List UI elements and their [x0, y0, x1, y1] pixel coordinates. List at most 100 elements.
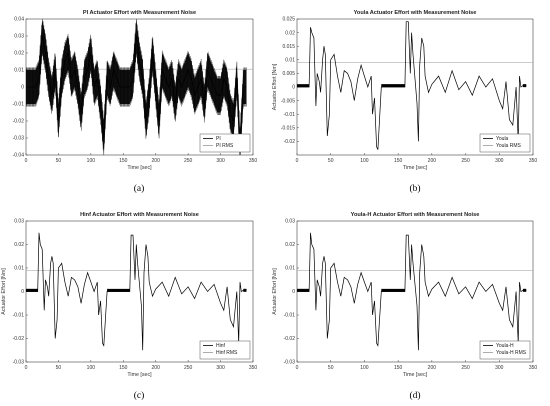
y-tick-label: 0: [292, 289, 295, 295]
x-tick-label: 200: [152, 365, 161, 371]
y-tick-label: -0.03: [13, 136, 25, 142]
chart-panel: Hinf Actuator Effort with Measurement No…: [1, 212, 257, 401]
x-tick-label: 50: [56, 158, 62, 164]
y-tick-label: 0.02: [285, 30, 295, 36]
y-axis-label: Actuator Effort [Nm]: [272, 268, 278, 315]
x-tick-label: 0: [296, 365, 299, 371]
x-tick-label: 150: [119, 158, 128, 164]
figure-caption: (a): [134, 183, 145, 194]
figure-caption: (d): [409, 390, 420, 401]
x-tick-label: 350: [249, 158, 258, 164]
y-axis-label: Actuator Effort [Nm]: [272, 63, 278, 110]
y-tick-label: -0.02: [284, 139, 296, 145]
y-tick-label: -0.01: [284, 313, 296, 319]
legend-label: PI: [216, 136, 221, 142]
figure-caption: (b): [409, 183, 420, 194]
y-tick-label: -0.02: [13, 119, 25, 125]
x-axis-label: Time [sec]: [403, 165, 428, 171]
x-tick-label: 0: [25, 365, 28, 371]
x-tick-label: 350: [529, 158, 538, 164]
x-tick-label: 250: [461, 365, 470, 371]
chart-title: PI Actuator Effort with Measurement Nois…: [83, 10, 196, 16]
y-tick-label: 0: [292, 85, 295, 91]
x-tick-label: 50: [328, 365, 334, 371]
y-tick-label: -0.02: [13, 336, 25, 342]
y-tick-label: -0.01: [13, 313, 25, 319]
x-tick-label: 300: [216, 365, 225, 371]
series-line: [297, 232, 527, 351]
data-layer: [26, 19, 253, 155]
x-axis-label: Time [sec]: [127, 372, 152, 378]
y-tick-label: 0: [21, 85, 24, 91]
x-tick-label: 250: [461, 158, 470, 164]
y-tick-label: -0.04: [13, 153, 25, 159]
plot-area: [296, 220, 534, 363]
x-tick-label: 200: [428, 365, 437, 371]
x-tick-label: 350: [249, 365, 258, 371]
y-tick-label: 0.02: [14, 51, 24, 57]
chart-title: Youla-H Actuator Effort with Measurement…: [351, 212, 480, 218]
y-tick-label: 0.03: [14, 219, 24, 225]
y-tick-label: -0.01: [284, 112, 296, 118]
chart-title: Youla Actuator Effort with Measurement N…: [354, 10, 477, 16]
x-tick-label: 300: [495, 158, 504, 164]
chart-title: Hinf Actuator Effort with Measurement No…: [80, 212, 199, 218]
x-tick-label: 100: [360, 365, 369, 371]
y-tick-label: 0.03: [285, 219, 295, 225]
y-axis-label: Actuator Effort [Nm]: [1, 268, 7, 315]
x-tick-label: 150: [119, 365, 128, 371]
x-tick-label: 300: [216, 158, 225, 164]
series-line: [26, 35, 247, 147]
data-layer: [26, 232, 253, 351]
x-tick-label: 150: [394, 365, 403, 371]
y-tick-label: 0.03: [14, 34, 24, 40]
data-layer: [297, 21, 533, 150]
legend-label: Youla: [496, 136, 509, 142]
y-tick-label: 0.02: [14, 242, 24, 248]
legend-label: Youla RMS: [496, 143, 521, 149]
series-line: [26, 232, 247, 351]
data-layer: [297, 232, 533, 351]
chart-panel: PI Actuator Effort with Measurement Nois…: [13, 10, 258, 194]
x-tick-label: 200: [428, 158, 437, 164]
legend-label: Hinf RMS: [216, 350, 238, 356]
x-tick-label: 50: [56, 365, 62, 371]
y-tick-label: -0.02: [284, 336, 296, 342]
series-line: [297, 21, 527, 150]
x-tick-label: 50: [328, 158, 334, 164]
x-tick-label: 300: [495, 365, 504, 371]
x-tick-label: 200: [152, 158, 161, 164]
y-tick-label: 0.01: [14, 68, 24, 74]
x-tick-label: 100: [87, 365, 96, 371]
x-tick-label: 0: [25, 158, 28, 164]
x-tick-label: 250: [184, 365, 193, 371]
y-tick-label: 0: [21, 289, 24, 295]
y-tick-label: 0.015: [282, 44, 295, 50]
y-tick-label: 0.025: [282, 17, 295, 23]
y-tick-label: 0.005: [282, 71, 295, 77]
y-tick-label: -0.01: [13, 102, 25, 108]
y-tick-label: 0.04: [14, 17, 24, 23]
legend-label: PI RMS: [216, 143, 234, 149]
y-tick-label: 0.01: [14, 266, 24, 272]
x-axis-label: Time [sec]: [127, 165, 152, 171]
x-tick-label: 250: [184, 158, 193, 164]
y-tick-label: 0.01: [285, 266, 295, 272]
x-tick-label: 0: [296, 158, 299, 164]
plot-area: [25, 220, 254, 363]
legend-label: Youla-H: [496, 343, 514, 349]
legend-label: Youla-H RMS: [496, 350, 527, 356]
x-tick-label: 350: [529, 365, 538, 371]
chart-panel: Youla Actuator Effort with Measurement N…: [272, 10, 537, 194]
y-tick-label: -0.03: [284, 360, 296, 366]
y-tick-label: 0.01: [285, 58, 295, 64]
x-axis-label: Time [sec]: [403, 372, 428, 378]
y-tick-label: -0.03: [13, 360, 25, 366]
y-tick-label: -0.015: [281, 126, 295, 132]
chart-panel: Youla-H Actuator Effort with Measurement…: [272, 212, 537, 401]
